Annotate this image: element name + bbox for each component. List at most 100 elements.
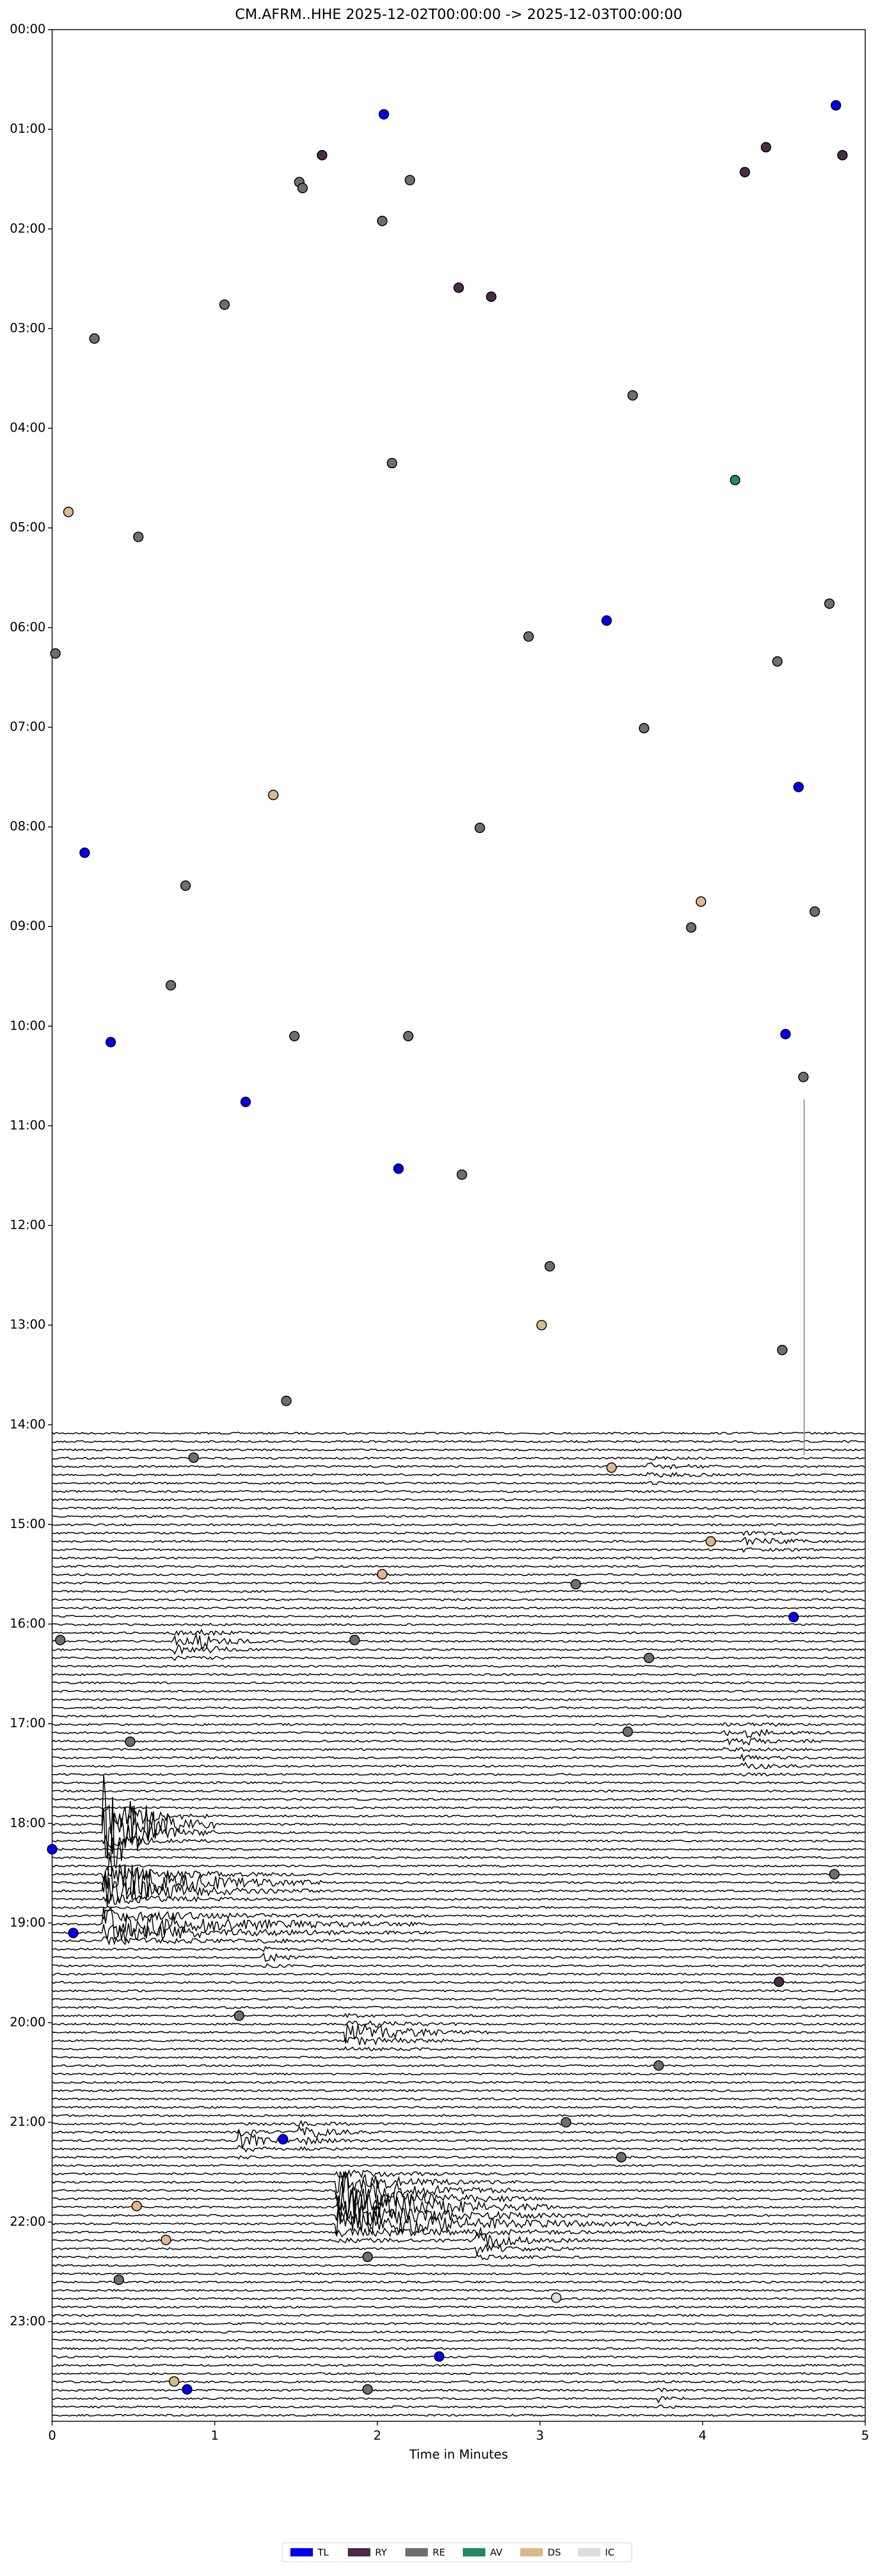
x-tick-label: 5: [861, 2428, 869, 2443]
y-tick-label: 11:00: [9, 1118, 46, 1132]
trace: [52, 2144, 865, 2153]
event-marker: [686, 922, 697, 933]
y-tick-label: 07:00: [9, 720, 46, 734]
trace: [52, 1804, 865, 1834]
trace: [52, 1789, 865, 1793]
trace: [52, 1952, 865, 1963]
legend-swatch: [348, 2548, 370, 2556]
trace: [52, 1440, 865, 1443]
x-tick-label: 4: [699, 2428, 706, 2443]
y-tick-label: 23:00: [9, 2314, 46, 2328]
trace: [52, 2120, 865, 2127]
event-marker: [362, 2251, 373, 2262]
trace: [52, 2396, 865, 2404]
y-tick-label: 06:00: [9, 620, 46, 634]
event-marker: [544, 1261, 555, 1272]
trace: [52, 1848, 865, 1851]
trace: [52, 1909, 865, 1922]
trace: [52, 1431, 865, 1435]
trace: [52, 2097, 865, 2101]
legend-label: RY: [375, 2547, 387, 2558]
trace: [52, 1615, 865, 1618]
trace: [52, 1628, 865, 1637]
event-marker: [523, 631, 534, 642]
trace: [52, 1622, 865, 1626]
trace: [52, 1753, 865, 1762]
event-marker: [55, 1635, 66, 1645]
trace: [52, 2404, 865, 2409]
trace: [52, 1598, 865, 1602]
trace: [52, 1644, 865, 1655]
y-tick-label: 13:00: [9, 1318, 46, 1332]
event-marker: [89, 333, 100, 344]
event-marker: [68, 1928, 79, 1938]
event-marker: [627, 390, 638, 401]
trace: [52, 2330, 865, 2334]
y-tick-label: 20:00: [9, 2015, 46, 2030]
legend: TL RY RE AV DS IC: [281, 2542, 632, 2562]
trace: [52, 1798, 865, 1801]
trace: [52, 1906, 865, 1909]
trace: [52, 2338, 865, 2342]
trace: [52, 2012, 865, 2019]
event-marker: [180, 880, 191, 891]
trace: [52, 1536, 865, 1546]
event-marker: [486, 291, 497, 302]
trace: [52, 1728, 865, 1738]
event-marker: [434, 2351, 444, 2362]
event-marker: [616, 2152, 627, 2163]
trace: [52, 1530, 865, 1536]
trace: [52, 1471, 865, 1478]
y-tick-label: 19:00: [9, 1915, 46, 1929]
trace: [52, 1876, 865, 1907]
event-marker: [168, 2376, 180, 2387]
y-tick-label: 21:00: [9, 2115, 46, 2129]
trace: [52, 1673, 865, 1676]
trace: [52, 1606, 865, 1610]
event-marker: [105, 1037, 116, 1047]
legend-label: IC: [605, 2547, 615, 2558]
legend-swatch: [290, 2548, 313, 2556]
event-marker: [798, 1072, 809, 1082]
trace: [52, 1963, 865, 1968]
trace: [52, 1945, 865, 1952]
event-marker: [777, 1344, 788, 1356]
event-marker: [386, 458, 398, 469]
y-tick-label: 03:00: [9, 321, 46, 335]
trace: [52, 2114, 865, 2118]
y-tick-label: 05:00: [9, 520, 46, 535]
event-marker: [561, 2117, 571, 2128]
legend-swatch: [463, 2548, 485, 2556]
event-marker: [404, 175, 415, 186]
trace: [52, 1864, 865, 1868]
trace: [52, 2188, 865, 2227]
legend-label: RE: [433, 2547, 445, 2558]
trace: [52, 2254, 865, 2261]
trace: [52, 1632, 865, 1650]
trace: [52, 1973, 865, 1976]
trace: [52, 2006, 865, 2009]
trace: [52, 2313, 865, 2317]
trace: [52, 1698, 865, 1701]
trace: [52, 1980, 865, 1984]
trace: [52, 1448, 865, 1452]
legend-swatch: [405, 2548, 428, 2556]
x-tick-label: 0: [48, 2428, 56, 2443]
event-marker: [377, 215, 388, 226]
event-marker: [161, 2235, 171, 2245]
trace: [52, 2363, 865, 2367]
trace: [52, 1655, 865, 1661]
trace: [52, 2163, 865, 2168]
y-tick-label: 22:00: [9, 2214, 46, 2229]
trace: [52, 2020, 865, 2028]
x-tick-label: 2: [373, 2428, 381, 2443]
y-tick-label: 14:00: [9, 1417, 46, 1431]
x-tick-label: 3: [536, 2428, 544, 2443]
event-marker: [188, 1452, 199, 1463]
event-marker: [829, 1869, 840, 1880]
trace: [52, 2414, 865, 2417]
event-marker: [403, 1031, 414, 1041]
event-marker: [773, 1976, 785, 1987]
trace: [52, 2305, 865, 2309]
trace: [52, 2105, 865, 2109]
